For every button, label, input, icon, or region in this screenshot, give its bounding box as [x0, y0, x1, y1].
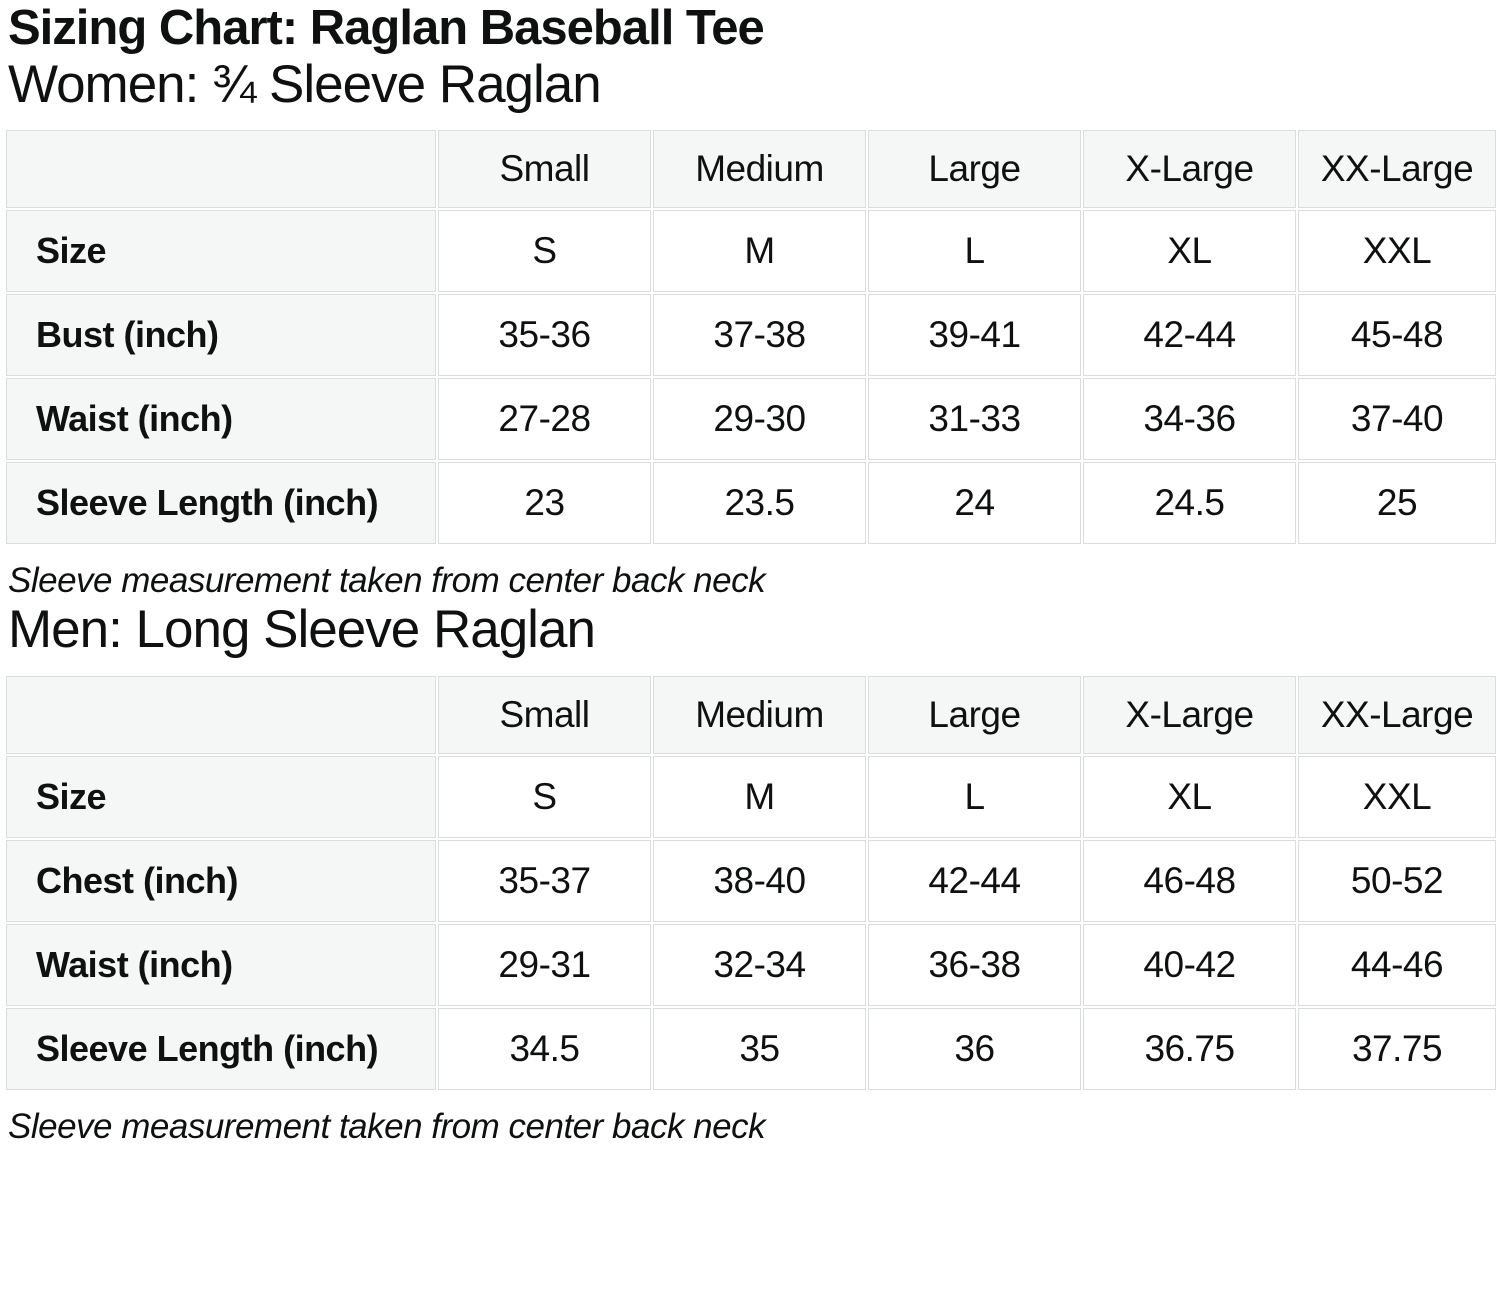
- col-header-small: Small: [438, 675, 651, 754]
- sizing-chart-page: Sizing Chart: Raglan Baseball Tee Women:…: [4, 1, 1498, 1146]
- women-sleeve-note: Sleeve measurement taken from center bac…: [8, 561, 766, 601]
- value-cell: 42-44: [1083, 294, 1296, 377]
- value-cell: 35: [653, 1007, 866, 1090]
- value-cell: 27-28: [438, 378, 651, 461]
- value-cell: S: [438, 210, 651, 293]
- value-cell: XL: [1083, 210, 1296, 293]
- value-cell: 37.75: [1298, 1007, 1496, 1090]
- value-cell: XXL: [1298, 755, 1496, 838]
- col-header-medium: Medium: [653, 130, 866, 209]
- value-cell: 34-36: [1083, 378, 1296, 461]
- men-section-heading: Men: Long Sleeve Raglan: [8, 600, 596, 660]
- value-cell: 29-31: [438, 923, 651, 1006]
- value-cell: L: [868, 755, 1081, 838]
- col-header-large: Large: [868, 130, 1081, 209]
- value-cell: 37-38: [653, 294, 866, 377]
- row-label-size: Size: [6, 755, 436, 838]
- table-row: Sleeve Length (inch) 34.5 35 36 36.75 37…: [6, 1007, 1496, 1090]
- value-cell: 37-40: [1298, 378, 1496, 461]
- value-cell: 39-41: [868, 294, 1081, 377]
- value-cell: XXL: [1298, 210, 1496, 293]
- col-header-xx-large: XX-Large: [1298, 130, 1496, 209]
- table-row: Bust (inch) 35-36 37-38 39-41 42-44 45-4…: [6, 294, 1496, 377]
- value-cell: 44-46: [1298, 923, 1496, 1006]
- value-cell: 42-44: [868, 839, 1081, 922]
- corner-cell: [6, 130, 436, 209]
- corner-cell: [6, 675, 436, 754]
- row-label-sleeve-length: Sleeve Length (inch): [6, 462, 436, 545]
- value-cell: 50-52: [1298, 839, 1496, 922]
- value-cell: 36: [868, 1007, 1081, 1090]
- row-label-waist: Waist (inch): [6, 378, 436, 461]
- value-cell: XL: [1083, 755, 1296, 838]
- value-cell: 29-30: [653, 378, 866, 461]
- col-header-small: Small: [438, 130, 651, 209]
- value-cell: 45-48: [1298, 294, 1496, 377]
- value-cell: 36.75: [1083, 1007, 1296, 1090]
- row-label-sleeve-length: Sleeve Length (inch): [6, 1007, 436, 1090]
- value-cell: 23: [438, 462, 651, 545]
- row-label-chest: Chest (inch): [6, 839, 436, 922]
- women-size-table: Small Medium Large X-Large XX-Large Size…: [4, 128, 1498, 546]
- value-cell: 35-36: [438, 294, 651, 377]
- value-cell: 24.5: [1083, 462, 1296, 545]
- table-row: Size S M L XL XXL: [6, 755, 1496, 838]
- value-cell: 35-37: [438, 839, 651, 922]
- men-size-table: Small Medium Large X-Large XX-Large Size…: [4, 674, 1498, 1092]
- col-header-large: Large: [868, 675, 1081, 754]
- value-cell: 40-42: [1083, 923, 1296, 1006]
- value-cell: 34.5: [438, 1007, 651, 1090]
- col-header-x-large: X-Large: [1083, 130, 1296, 209]
- col-header-medium: Medium: [653, 675, 866, 754]
- value-cell: 31-33: [868, 378, 1081, 461]
- value-cell: 24: [868, 462, 1081, 545]
- value-cell: M: [653, 755, 866, 838]
- value-cell: 46-48: [1083, 839, 1296, 922]
- row-label-size: Size: [6, 210, 436, 293]
- row-label-waist: Waist (inch): [6, 923, 436, 1006]
- value-cell: 25: [1298, 462, 1496, 545]
- value-cell: 32-34: [653, 923, 866, 1006]
- table-row: Waist (inch) 29-31 32-34 36-38 40-42 44-…: [6, 923, 1496, 1006]
- table-header-row: Small Medium Large X-Large XX-Large: [6, 130, 1496, 209]
- col-header-x-large: X-Large: [1083, 675, 1296, 754]
- value-cell: L: [868, 210, 1081, 293]
- table-row: Size S M L XL XXL: [6, 210, 1496, 293]
- value-cell: M: [653, 210, 866, 293]
- table-header-row: Small Medium Large X-Large XX-Large: [6, 675, 1496, 754]
- men-sleeve-note: Sleeve measurement taken from center bac…: [8, 1106, 766, 1146]
- value-cell: 36-38: [868, 923, 1081, 1006]
- row-label-bust: Bust (inch): [6, 294, 436, 377]
- col-header-xx-large: XX-Large: [1298, 675, 1496, 754]
- value-cell: 38-40: [653, 839, 866, 922]
- value-cell: 23.5: [653, 462, 866, 545]
- table-row: Waist (inch) 27-28 29-30 31-33 34-36 37-…: [6, 378, 1496, 461]
- women-section-heading: Women: ¾ Sleeve Raglan: [8, 54, 602, 114]
- table-row: Chest (inch) 35-37 38-40 42-44 46-48 50-…: [6, 839, 1496, 922]
- page-title: Sizing Chart: Raglan Baseball Tee: [8, 1, 765, 55]
- table-row: Sleeve Length (inch) 23 23.5 24 24.5 25: [6, 462, 1496, 545]
- value-cell: S: [438, 755, 651, 838]
